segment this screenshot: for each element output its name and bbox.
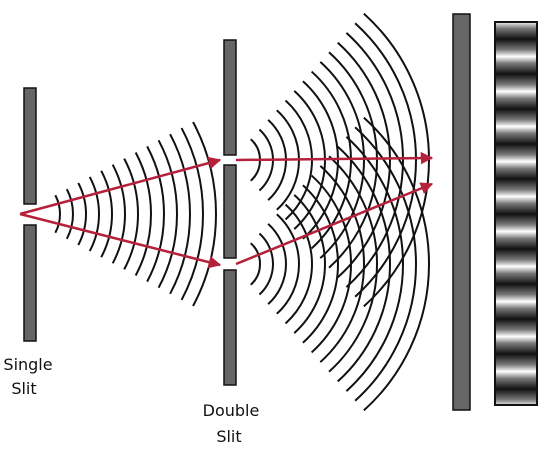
wavefront [284,203,313,325]
wavefront [328,51,378,269]
wavefront [77,182,87,246]
wavefront [267,223,287,305]
wavefront [54,194,61,234]
wavefront [180,127,204,301]
wavefront [258,232,274,296]
wavefront [363,12,430,308]
slit-barrier [223,269,237,386]
wavefront [65,188,74,240]
wavefront [192,121,217,307]
label: Slit [216,427,241,446]
wavefront [123,158,139,270]
wavefront [354,126,417,402]
wavefront [345,136,404,392]
ray [235,182,434,266]
ray [19,156,222,216]
wavefront [169,133,191,295]
wavefront [88,176,100,252]
label: Single [3,355,52,374]
wavefront [363,116,430,412]
slit-barrier [23,87,37,205]
wavefront [250,242,261,286]
slit-barrier [223,39,237,156]
wavefront [134,152,152,276]
wavefront [100,170,113,258]
wavefront [276,213,300,315]
screen [452,13,471,411]
wavefront [146,145,165,283]
slit-barrier [223,164,237,259]
wavefront [319,61,365,259]
label: Slit [11,379,36,398]
wavefront [157,139,178,289]
slit-barrier [23,224,37,342]
wavefront [337,145,391,383]
waves [54,12,430,412]
wavefront [345,32,404,288]
wavefront [354,22,417,298]
ray [19,212,222,269]
wavefront [293,194,326,334]
label: Double [203,401,260,420]
wavefront [111,164,126,264]
wavefront [328,155,378,373]
wavefront [310,174,352,354]
wavefront [319,165,365,363]
interference-pattern [494,21,538,406]
wavefront [302,184,339,344]
rays [19,151,434,269]
ray [235,151,434,165]
